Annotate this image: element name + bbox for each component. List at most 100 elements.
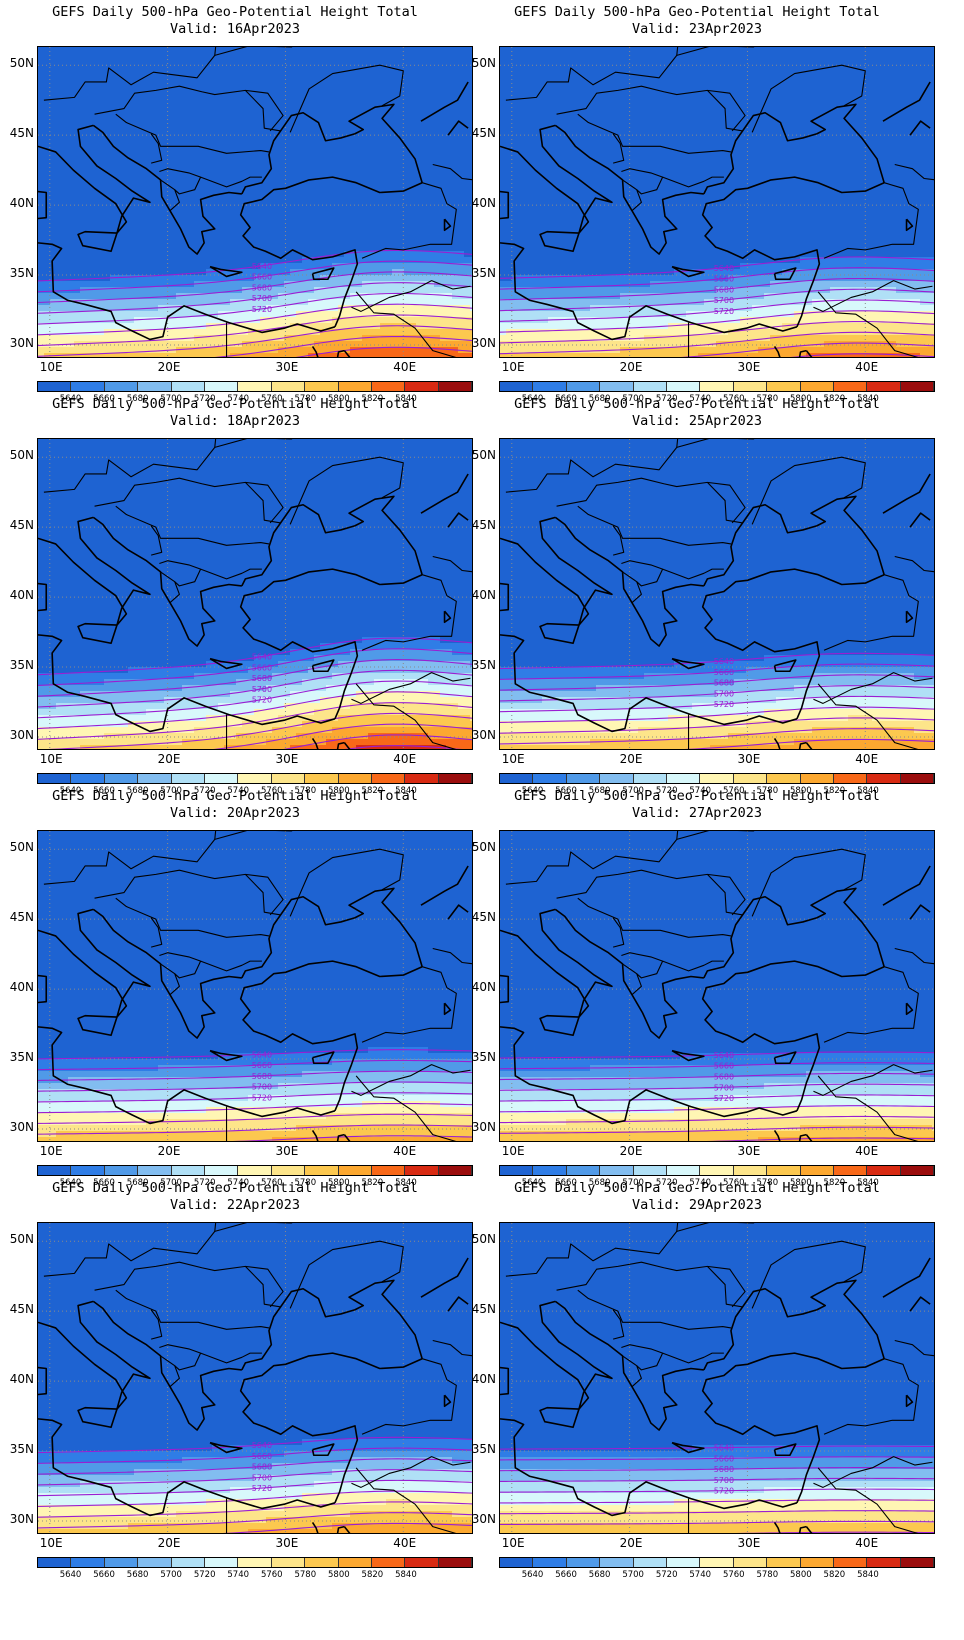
- colorbar-label: 5800: [786, 1570, 816, 1580]
- coastline: [92, 908, 242, 1039]
- country-border: [676, 439, 755, 448]
- latitude-label: 50N: [2, 56, 34, 70]
- colorbar-swatch: [271, 774, 306, 783]
- longitude-label: 20E: [620, 1144, 643, 1158]
- panel-title-line: GEFS Daily 500-hPa Geo-Potential Height …: [0, 1180, 470, 1197]
- country-border: [817, 1467, 919, 1533]
- contour-line: [38, 249, 472, 282]
- contour-line: [790, 353, 934, 357]
- country-border: [676, 831, 755, 840]
- colorbar-label: 5760: [257, 786, 287, 796]
- coastline: [773, 1443, 797, 1457]
- longitude-label: 30E: [275, 1144, 298, 1158]
- latitude-label: 40N: [2, 196, 34, 210]
- country-border: [505, 1223, 679, 1277]
- coastline: [539, 1406, 580, 1429]
- coastline: [773, 1521, 807, 1533]
- colorbar-label: 5740: [223, 394, 253, 404]
- colorbar-label: 5660: [89, 394, 119, 404]
- contour-label: 5660: [252, 1452, 272, 1461]
- coastline: [311, 737, 345, 749]
- colorbar-swatch: [405, 1558, 439, 1567]
- panel-valid-date: Valid: 23Apr2023: [462, 21, 932, 38]
- contour-line: [38, 637, 472, 676]
- contour-line: [38, 1447, 472, 1464]
- coastline: [38, 516, 151, 626]
- country-border: [150, 917, 163, 948]
- map-panel: GEFS Daily 500-hPa Geo-Potential Height …: [462, 392, 935, 802]
- coastline: [311, 267, 335, 281]
- colorbar-swatch: [238, 1166, 272, 1175]
- contour-label: 5700: [252, 1473, 272, 1482]
- latitude-label: 50N: [464, 840, 496, 854]
- coastline: [241, 1279, 423, 1371]
- colorbar-label: 5780: [752, 1178, 782, 1188]
- country-border: [159, 560, 202, 587]
- coastline: [882, 865, 931, 906]
- colorbar-swatch: [733, 1166, 768, 1175]
- contour-line: [500, 1115, 934, 1124]
- colorbar-swatch: [633, 1558, 667, 1567]
- colorbar-swatch: [800, 774, 834, 783]
- colorbar-label: 5720: [652, 1570, 682, 1580]
- country-border: [817, 1075, 919, 1141]
- colorbar-swatch: [238, 1558, 272, 1567]
- colorbar-label: 5760: [257, 1178, 287, 1188]
- country-border: [160, 179, 180, 212]
- latitude-label: 50N: [2, 840, 34, 854]
- panel-title-line: GEFS Daily 500-hPa Geo-Potential Height …: [0, 788, 470, 805]
- coastline: [882, 473, 931, 514]
- colorbar-swatch: [138, 774, 172, 783]
- colorbar-swatch: [867, 382, 901, 391]
- country-border: [361, 574, 457, 651]
- country-border: [894, 163, 934, 181]
- latitude-label: 30N: [2, 728, 34, 742]
- latitude-label: 45N: [2, 1302, 34, 1316]
- country-border: [361, 966, 457, 1043]
- coastline: [443, 610, 452, 624]
- panel-title: GEFS Daily 500-hPa Geo-Potential Height …: [0, 788, 470, 822]
- latitude-label: 50N: [2, 1232, 34, 1246]
- country-border: [662, 960, 724, 972]
- contour-line: [500, 1062, 934, 1070]
- colorbar-label: 5820: [357, 1178, 387, 1188]
- contour-line: [500, 1126, 934, 1134]
- country-border: [556, 85, 743, 132]
- colorbar-label: 5640: [56, 1570, 86, 1580]
- contour-label: 5640: [252, 1050, 272, 1059]
- contour-label: 5700: [252, 685, 272, 694]
- colorbar-label: 5840: [853, 1570, 883, 1580]
- colorbar-swatch: [533, 1166, 567, 1175]
- colorbar: [37, 381, 473, 392]
- latitude-label: 45N: [2, 126, 34, 140]
- colorbar-swatch: [666, 774, 701, 783]
- country-border: [556, 477, 743, 524]
- colorbar-swatch: [171, 382, 205, 391]
- coastline: [77, 1014, 118, 1037]
- coastline: [420, 865, 469, 906]
- latitude-label: 30N: [2, 336, 34, 350]
- contour-label: 5700: [252, 294, 272, 303]
- coastline: [539, 230, 580, 253]
- colorbar-swatch: [371, 774, 406, 783]
- colorbar-swatch: [600, 382, 634, 391]
- contour-line: [38, 282, 472, 314]
- contour-label: 5720: [252, 305, 272, 314]
- colorbar-swatch: [71, 774, 105, 783]
- colorbar-label: 5680: [585, 394, 615, 404]
- colorbar-swatch: [600, 1166, 634, 1175]
- colorbar-swatch: [833, 1558, 868, 1567]
- contour-line: [38, 680, 472, 719]
- contour-line: [38, 292, 472, 325]
- contour-line: [500, 1051, 934, 1059]
- colorbar-swatch: [104, 1558, 139, 1567]
- contour-line: [500, 717, 934, 734]
- colorbar-swatch: [171, 774, 205, 783]
- colorbar-label: 5680: [123, 1178, 153, 1188]
- colorbar-label: 5800: [786, 786, 816, 796]
- colorbar-label: 5720: [190, 786, 220, 796]
- colorbar-label: 5700: [156, 1178, 186, 1188]
- latitude-label: 45N: [464, 910, 496, 924]
- coastline: [554, 516, 704, 647]
- latitude-label: 30N: [464, 1120, 496, 1134]
